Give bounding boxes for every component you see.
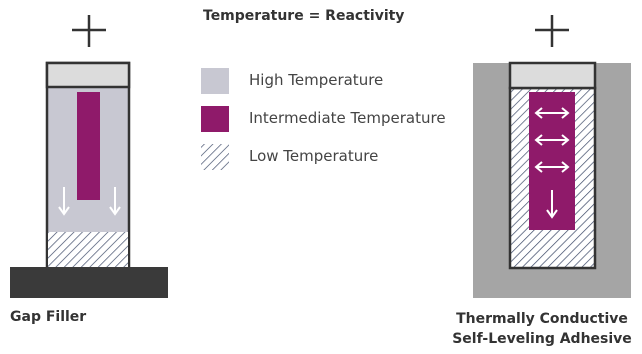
adhesive-caption-line1: Thermally Conductive <box>456 311 628 327</box>
arrow-down-icon <box>546 190 558 219</box>
legend-swatch-high-temp <box>201 68 229 94</box>
gap-filler-low-temp-region <box>48 232 128 268</box>
arrow-down-icon <box>58 187 70 216</box>
gap-filler-cap <box>45 61 131 89</box>
plus-icon <box>535 15 569 47</box>
arrow-left-right-icon <box>534 134 570 146</box>
adhesive-caption-line2: Self-Leveling Adhesive <box>452 331 632 347</box>
legend-label-intermediate-temp: Intermediate Temperature <box>249 109 446 127</box>
adhesive-caption: Thermally Conductive Self-Leveling Adhes… <box>442 309 642 349</box>
legend-swatch-low-temp <box>201 144 229 170</box>
plus-icon <box>72 15 106 47</box>
gap-filler-base-plate <box>10 267 168 298</box>
diagram-title: Temperature = Reactivity <box>203 8 405 24</box>
gap-filler-intermediate-region <box>77 92 100 200</box>
legend-label-high-temp: High Temperature <box>249 71 384 89</box>
arrow-down-icon <box>109 187 121 216</box>
legend-swatch-intermediate-temp <box>201 106 229 132</box>
adhesive-diagram <box>473 15 631 298</box>
gap-filler-diagram <box>10 15 168 298</box>
adhesive-cap <box>508 61 597 90</box>
gap-filler-caption: Gap Filler <box>10 309 87 325</box>
legend-label-low-temp: Low Temperature <box>249 147 379 165</box>
arrow-left-right-icon <box>534 107 570 119</box>
arrow-left-right-icon <box>534 161 570 173</box>
